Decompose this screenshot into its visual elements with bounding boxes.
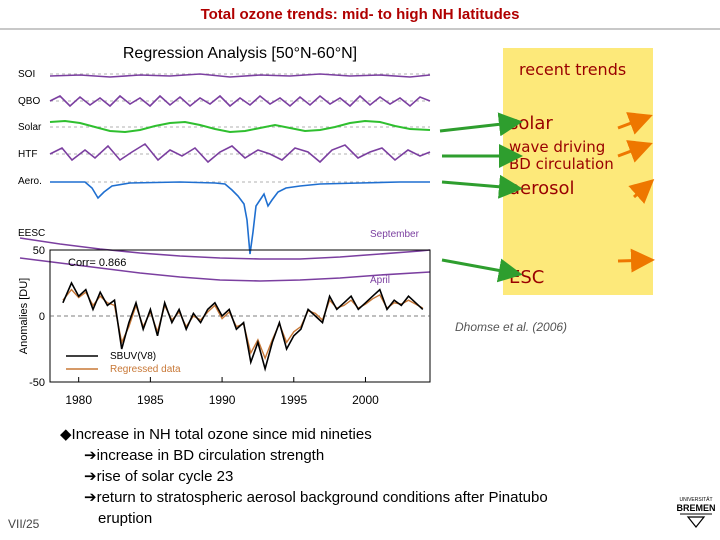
corr-text: Corr= 0.866 xyxy=(68,257,126,269)
label-wave-driving: wave driving xyxy=(509,138,606,156)
label-aerosol: aerosol xyxy=(509,178,575,199)
bullet-sub-1-text: increase in BD circulation strength xyxy=(96,447,325,464)
bullet-sub-2: ➔rise of solar cycle 23 xyxy=(60,466,548,487)
legend-label-sbuv: SBUV(V8) xyxy=(110,351,156,362)
x-tick-label: 1985 xyxy=(137,393,164,407)
x-tick-label: 1980 xyxy=(65,393,92,407)
citation: Dhomse et al. (2006) xyxy=(455,320,568,334)
chart-title: Regression Analysis [50°N-60°N] xyxy=(123,45,357,62)
arrow-bullet-icon: ➔ xyxy=(84,468,97,485)
component-label-aero: Aero. xyxy=(18,176,42,187)
component-label-htf: HTF xyxy=(18,149,37,160)
component-label-soi: SOI xyxy=(18,69,35,80)
university-logo: UNIVERSITÄT BREMEN xyxy=(676,496,716,528)
label-esc: ESC xyxy=(509,267,545,288)
label-bd-circulation: BD circulation xyxy=(509,155,614,173)
bullet-sub-3-text: return to stratospheric aerosol backgrou… xyxy=(96,489,548,506)
recent-trends-box: recent trends solar wave driving BD circ… xyxy=(503,48,653,295)
arrow-bullet-icon: ➔ xyxy=(84,489,97,506)
recent-trends-header: recent trends xyxy=(519,60,627,79)
bullet-sub-3-cont-text: eruption xyxy=(98,510,153,527)
eesc-april-curve xyxy=(19,257,431,282)
title-divider xyxy=(0,28,720,30)
arrow-bullet-icon: ➔ xyxy=(84,447,97,464)
anomaly-series xyxy=(62,281,424,372)
bullet-sub-3: ➔return to stratospheric aerosol backgro… xyxy=(60,487,548,508)
series-line-sbuv xyxy=(62,281,424,372)
legend-label-regressed: Regressed data xyxy=(110,364,181,375)
y-tick-50: 50 xyxy=(33,245,45,257)
bullet-sub-3-cont: eruption xyxy=(60,508,548,529)
green-arrow-esc xyxy=(441,258,523,283)
diamond-bullet-icon: ◆ xyxy=(60,426,72,443)
y-tick-0: 0 xyxy=(39,311,45,323)
htf-trace xyxy=(49,142,431,164)
legend: SBUV(V8) Regressed data xyxy=(66,351,181,375)
x-tick-label: 1990 xyxy=(209,393,236,407)
regression-chart: Regression Analysis [50°N-60°N] SOI QBO … xyxy=(18,45,431,407)
bullet-sub-1: ➔increase in BD circulation strength xyxy=(60,445,548,466)
green-arrow-solar xyxy=(439,112,523,137)
page-number: VII/25 xyxy=(8,517,40,531)
logo-emblem-icon xyxy=(686,516,706,528)
solar-trace xyxy=(49,119,431,134)
slide-title: Total ozone trends: mid- to high NH lati… xyxy=(200,6,520,23)
logo-subtext: UNIVERSITÄT xyxy=(679,496,712,503)
green-arrow-aerosol xyxy=(441,174,523,199)
bullet-list: ◆Increase in NH total ozone since mid ni… xyxy=(60,424,548,529)
y-tick-minus-50: -50 xyxy=(29,377,45,389)
bullet-main: ◆Increase in NH total ozone since mid ni… xyxy=(60,424,548,445)
logo-text: BREMEN xyxy=(676,503,715,513)
bullet-main-text: Increase in NH total ozone since mid nin… xyxy=(71,426,372,443)
eesc-label-september: September xyxy=(370,229,420,240)
qbo-trace xyxy=(49,94,431,108)
eesc-label-april: April xyxy=(370,275,390,286)
label-solar: solar xyxy=(509,113,553,134)
component-label-solar: Solar xyxy=(18,122,42,133)
component-label-qbo: QBO xyxy=(18,96,40,107)
soi-trace xyxy=(49,73,431,78)
x-tick-label: 1995 xyxy=(280,393,307,407)
component-label-eesc: EESC xyxy=(18,228,45,239)
bullet-sub-2-text: rise of solar cycle 23 xyxy=(96,468,234,485)
y-axis-label: Anomalies [DU] xyxy=(18,278,30,354)
aero-trace xyxy=(50,181,430,255)
eesc-september-curve xyxy=(19,237,431,260)
x-axis-ticks: 1980 1985 1990 1995 2000 xyxy=(65,377,379,407)
x-tick-label: 2000 xyxy=(352,393,379,407)
